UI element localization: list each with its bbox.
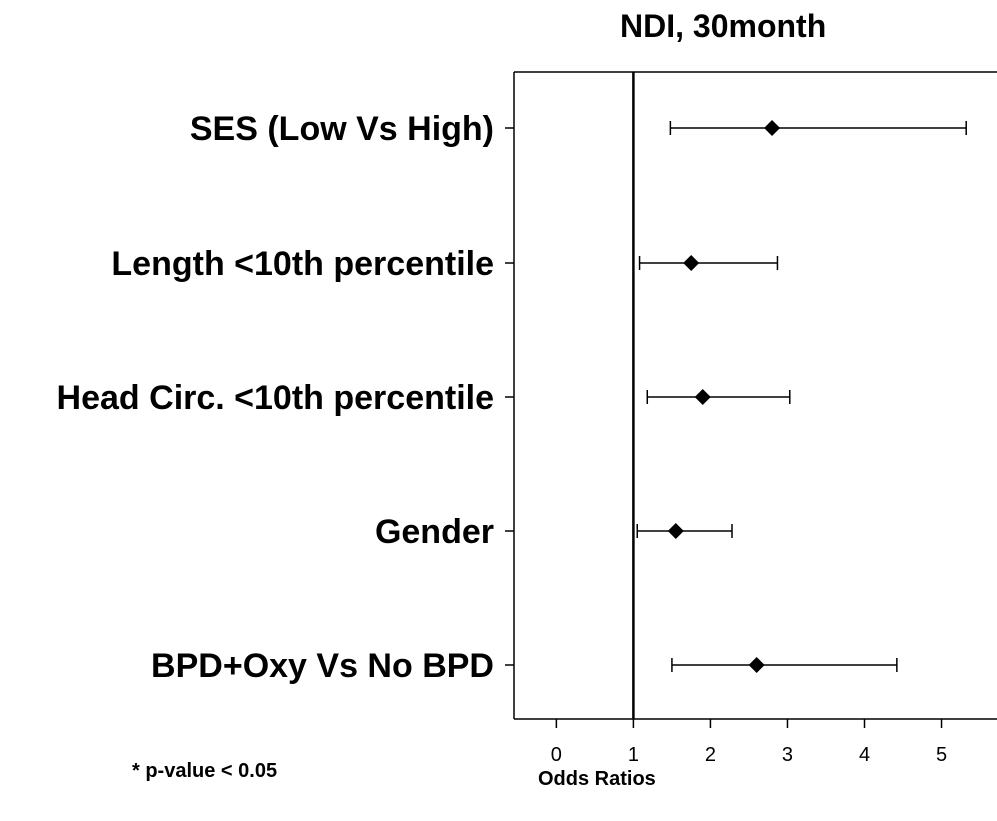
point-estimate-3: [667, 523, 684, 539]
point-estimate-4: [748, 657, 765, 673]
category-label-1: Length <10th percentile: [111, 245, 494, 283]
point-estimate-1: [683, 255, 700, 271]
point-estimate-0: [764, 120, 781, 136]
footnote: * p-value < 0.05: [132, 760, 278, 782]
category-label-2: Head Circ. <10th percentile: [57, 379, 494, 417]
x-tick-label-5: 5: [936, 744, 947, 766]
category-label-0: SES (Low Vs High): [190, 110, 494, 148]
x-tick-label-4: 4: [859, 744, 870, 766]
x-tick-label-3: 3: [782, 744, 793, 766]
point-estimate-2: [694, 389, 711, 405]
chart-title: NDI, 30month: [620, 8, 827, 44]
x-tick-label-0: 0: [551, 744, 562, 766]
category-label-4: BPD+Oxy Vs No BPD: [151, 647, 494, 685]
x-tick-label-1: 1: [628, 744, 639, 766]
x-tick-label-2: 2: [705, 744, 716, 766]
category-label-3: Gender: [375, 513, 494, 551]
x-axis-label: Odds Ratios: [538, 768, 656, 790]
